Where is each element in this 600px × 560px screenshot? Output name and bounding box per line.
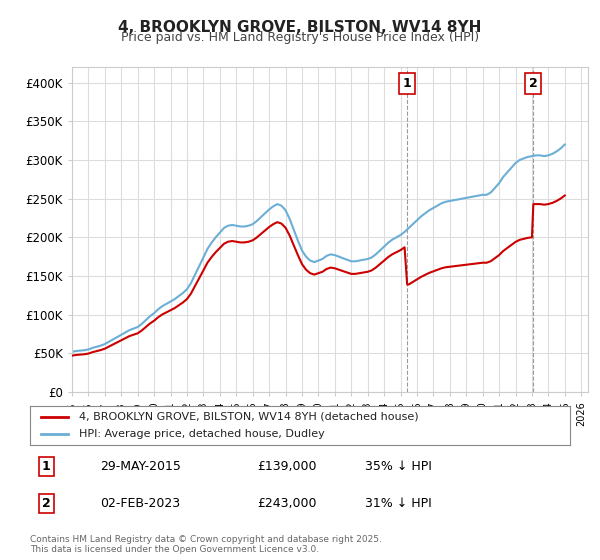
Text: 02-FEB-2023: 02-FEB-2023 (100, 497, 181, 510)
Text: 1: 1 (403, 77, 412, 90)
Text: Contains HM Land Registry data © Crown copyright and database right 2025.
This d: Contains HM Land Registry data © Crown c… (30, 535, 382, 554)
Text: £139,000: £139,000 (257, 460, 316, 473)
Text: 4, BROOKLYN GROVE, BILSTON, WV14 8YH: 4, BROOKLYN GROVE, BILSTON, WV14 8YH (118, 20, 482, 35)
Text: 1: 1 (42, 460, 50, 473)
Text: 2: 2 (529, 77, 538, 90)
Text: 29-MAY-2015: 29-MAY-2015 (100, 460, 181, 473)
Text: Price paid vs. HM Land Registry's House Price Index (HPI): Price paid vs. HM Land Registry's House … (121, 31, 479, 44)
Text: 35% ↓ HPI: 35% ↓ HPI (365, 460, 431, 473)
Text: £243,000: £243,000 (257, 497, 316, 510)
Text: 4, BROOKLYN GROVE, BILSTON, WV14 8YH (detached house): 4, BROOKLYN GROVE, BILSTON, WV14 8YH (de… (79, 412, 418, 422)
Text: 31% ↓ HPI: 31% ↓ HPI (365, 497, 431, 510)
Text: HPI: Average price, detached house, Dudley: HPI: Average price, detached house, Dudl… (79, 429, 325, 439)
Text: 2: 2 (42, 497, 50, 510)
